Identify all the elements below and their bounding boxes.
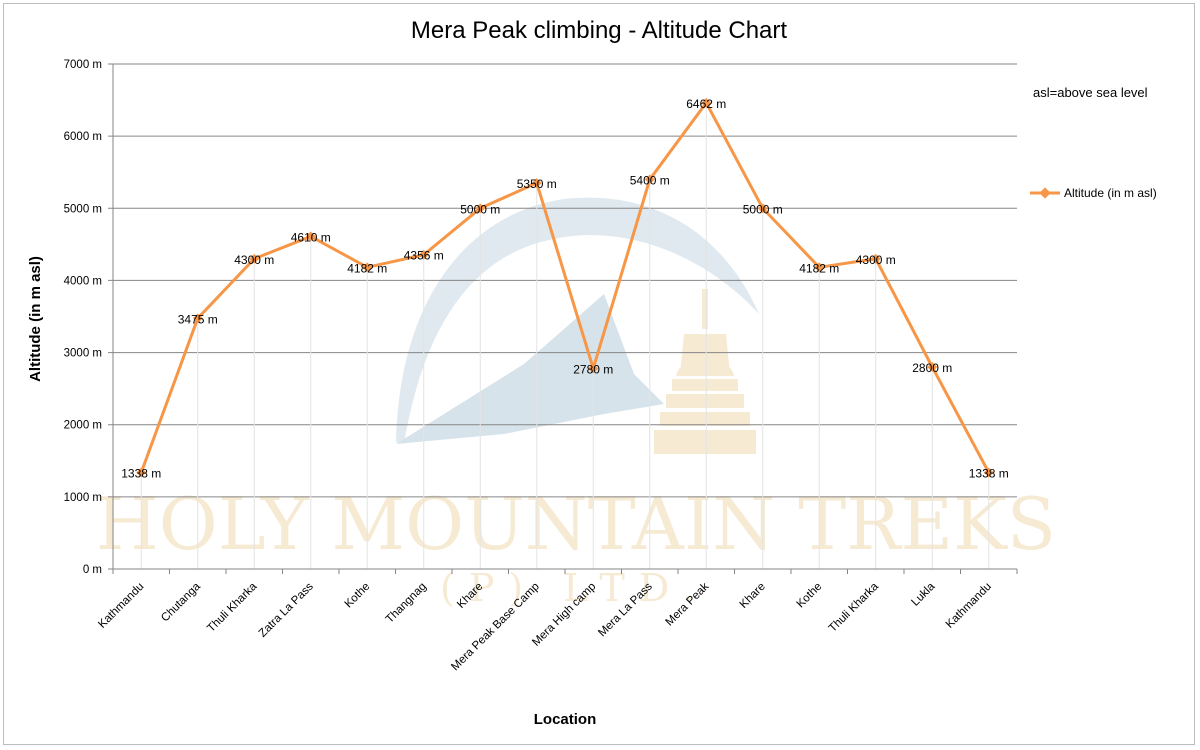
x-tick-label: Kothe (795, 581, 825, 611)
data-point (249, 253, 260, 264)
data-label: 5350 m (517, 177, 557, 191)
y-tick-labels: 0 m 1000 m 2000 m 3000 m 4000 m 5000 m 6000 m 7… (64, 59, 102, 576)
legend-entry-altitude: Altitude (in m asl) (1064, 186, 1157, 200)
data-label: 4300 m (856, 253, 896, 267)
altitude-series-markers (136, 97, 994, 478)
data-label: 1338 m (121, 466, 161, 480)
x-tick-label: Kathmandu (944, 581, 994, 631)
data-point (983, 467, 994, 478)
data-label: 4182 m (347, 261, 387, 275)
data-point (814, 262, 825, 273)
x-axis-title: Location (534, 711, 597, 728)
vertical-drop-lines (140, 102, 990, 569)
chart-title: Mera Peak climbing - Altitude Chart (411, 17, 787, 44)
data-point (701, 97, 712, 108)
x-tick-label: Thuli Kharka (827, 580, 882, 635)
watermark-line-2: (P) LTD. (440, 566, 708, 610)
x-tick-label: Thangnag (384, 581, 429, 626)
data-point (192, 313, 203, 324)
altitude-series-line (139, 101, 991, 474)
data-point (136, 467, 147, 478)
watermark-logo: HOLY MOUNTAIN TREKS (P) LTD. (96, 197, 1056, 610)
data-point (644, 174, 655, 185)
y-tick-label: 5000 m (64, 203, 102, 215)
data-label: 4356 m (404, 249, 444, 263)
watermark-mountain-shape (396, 294, 664, 444)
data-label: 2780 m (573, 362, 613, 376)
data-point (305, 231, 316, 242)
data-label: 2800 m (912, 361, 952, 375)
data-point (362, 262, 373, 273)
data-point (870, 253, 881, 264)
y-tick-label: 4000 m (64, 275, 102, 287)
x-tick-label: Zatra La Pass (257, 580, 316, 639)
x-tick-label: Kathmandu (96, 581, 146, 631)
data-label: 5000 m (743, 202, 783, 216)
data-label: 5400 m (630, 173, 670, 187)
y-tick-label: 1000 m (64, 492, 102, 504)
y-axis-title: Altitude (in m asl) (27, 256, 44, 382)
watermark-line-1: HOLY MOUNTAIN TREKS (96, 482, 1056, 566)
x-tick-label: Kothe (343, 581, 373, 611)
data-label: 1338 m (969, 466, 1009, 480)
x-tick-label: Lukla (909, 580, 937, 608)
data-point (927, 362, 938, 372)
x-tick-label: Chutanga (159, 580, 203, 624)
watermark-arc-shape (396, 197, 759, 444)
asl-annotation: asl=above sea level (1033, 85, 1148, 100)
data-label: 3475 m (178, 312, 218, 326)
y-tick-label: 3000 m (64, 348, 102, 360)
watermark-stupa-icon (654, 289, 756, 454)
data-labels: 1338 m 3475 m 4300 m 4610 m 4182 m 4356 m 5000… (121, 97, 1009, 481)
chart-frame: HOLY MOUNTAIN TREKS (P) LTD. 0 m 1000 m 20… (3, 3, 1195, 745)
data-point (475, 203, 486, 214)
data-label: 4300 m (234, 253, 274, 267)
y-tick-label: 0 m (83, 564, 102, 576)
y-tick-label: 7000 m (64, 59, 102, 71)
data-label: 4610 m (291, 230, 331, 244)
legend-marker-swatch (1039, 187, 1051, 199)
data-label: 5000 m (460, 202, 500, 216)
y-tick-label: 2000 m (64, 420, 102, 432)
y-tick-label: 6000 m (64, 131, 102, 143)
data-point (418, 249, 429, 260)
data-point (531, 178, 542, 188)
data-point (588, 363, 599, 374)
legend: Altitude (in m asl) (1030, 186, 1157, 200)
data-point (757, 203, 768, 214)
data-label: 6462 m (686, 97, 726, 111)
data-label: 4182 m (799, 261, 839, 275)
x-tick-label: Khare (738, 581, 768, 611)
x-tick-label: Thuli Kharka (205, 580, 260, 635)
altitude-chart: HOLY MOUNTAIN TREKS (P) LTD. 0 m 1000 m 20… (27, 17, 1157, 728)
